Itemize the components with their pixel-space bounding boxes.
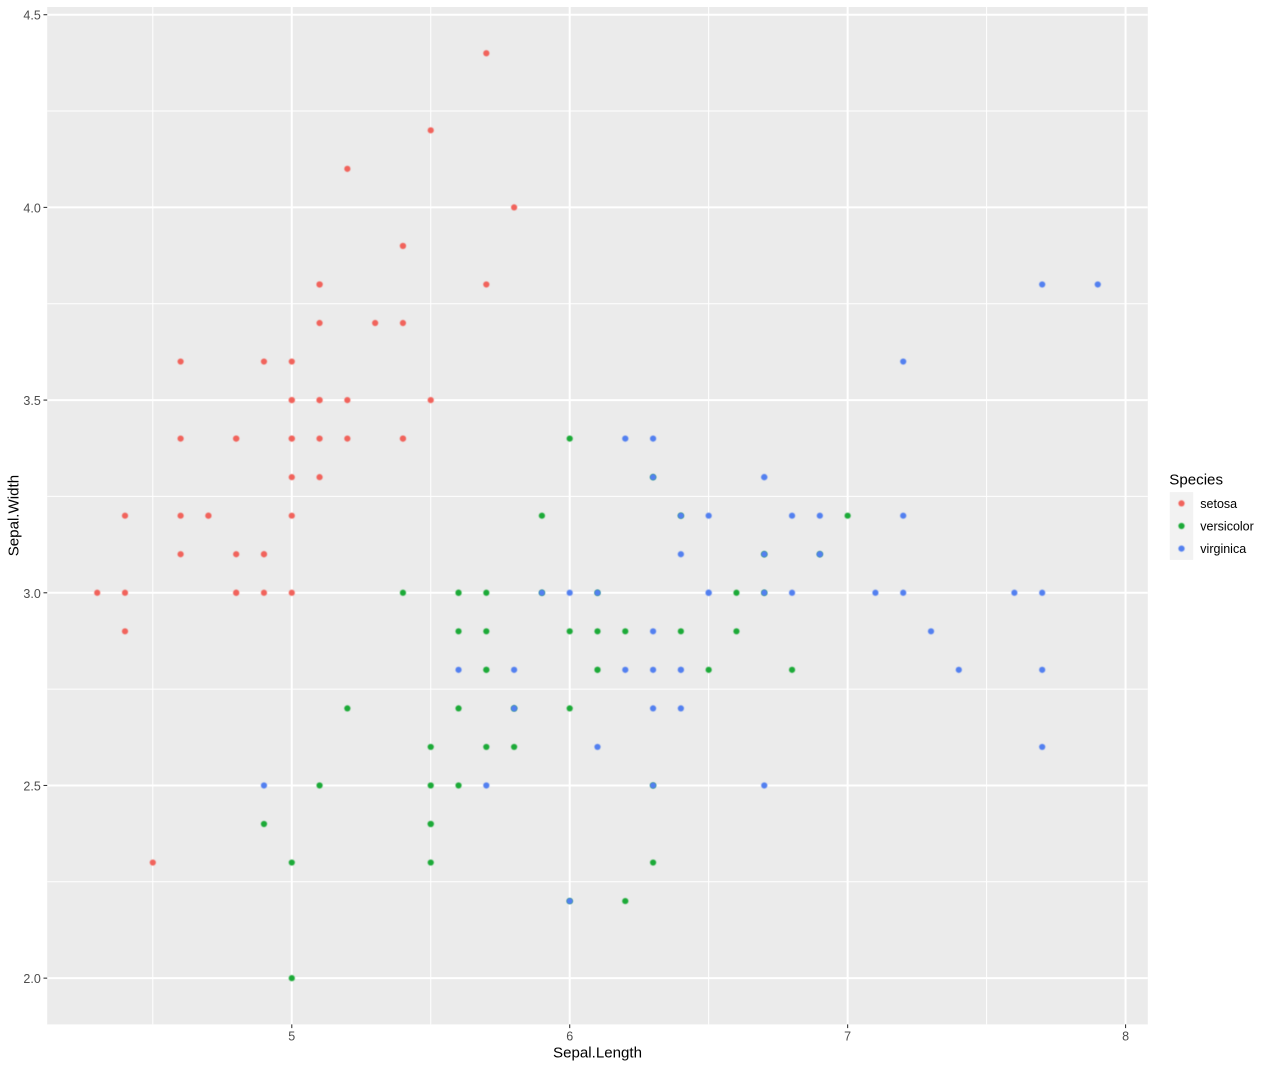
svg-text:3.0: 3.0 — [23, 587, 40, 601]
svg-text:Sepal.Length: Sepal.Length — [553, 1044, 642, 1061]
svg-text:2.0: 2.0 — [23, 972, 40, 986]
svg-text:8: 8 — [1122, 1029, 1129, 1043]
svg-text:5: 5 — [288, 1029, 295, 1043]
svg-text:virginica: virginica — [1200, 542, 1246, 556]
svg-text:4.5: 4.5 — [23, 9, 40, 23]
svg-text:Species: Species — [1169, 471, 1223, 488]
svg-text:setosa: setosa — [1200, 497, 1237, 511]
svg-text:6: 6 — [566, 1029, 573, 1043]
svg-text:3.5: 3.5 — [23, 394, 40, 408]
svg-text:7: 7 — [844, 1029, 851, 1043]
svg-text:4.0: 4.0 — [23, 201, 40, 215]
svg-text:Sepal.Width: Sepal.Width — [6, 475, 23, 556]
svg-text:versicolor: versicolor — [1200, 520, 1254, 534]
svg-text:2.5: 2.5 — [23, 779, 40, 793]
